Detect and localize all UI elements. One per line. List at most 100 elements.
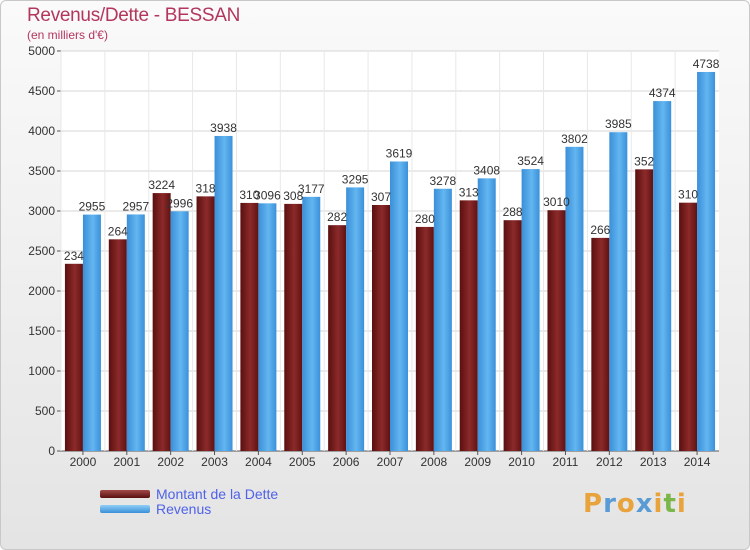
y-tick-label: 3500 xyxy=(28,164,55,178)
data-label-debt: 280 xyxy=(415,212,435,226)
legend-swatch-debt xyxy=(100,489,150,498)
logo-letter: r xyxy=(603,489,617,519)
bar-debt xyxy=(284,203,303,451)
bar-debt xyxy=(415,226,434,451)
y-tick-label: 3000 xyxy=(28,204,55,218)
data-label-revenue: 3619 xyxy=(386,146,413,160)
data-label-debt: 313 xyxy=(459,185,479,199)
y-tick-label: 2500 xyxy=(28,244,55,258)
x-tick-label: 2006 xyxy=(333,455,360,469)
bar-revenue xyxy=(126,214,145,451)
x-tick-label: 2011 xyxy=(553,455,579,469)
y-tick-label: 4500 xyxy=(28,84,55,98)
x-tick-label: 2000 xyxy=(70,455,97,469)
chart-subtitle: (en milliers d'€) xyxy=(27,28,108,42)
legend-swatch-revenue xyxy=(100,504,150,513)
logo-letter: t xyxy=(663,489,677,519)
bar-revenue xyxy=(521,169,540,451)
data-label-revenue: 3802 xyxy=(561,132,588,146)
bar-revenue xyxy=(653,101,672,451)
y-tick-label: 5000 xyxy=(28,44,55,58)
data-label-revenue: 3096 xyxy=(254,188,281,202)
data-label-revenue: 3278 xyxy=(430,174,457,188)
data-label-revenue: 2955 xyxy=(79,200,106,214)
data-label-debt: 282 xyxy=(327,210,347,224)
bar-debt xyxy=(240,202,259,451)
bar-debt xyxy=(503,220,522,451)
y-tick-label: 2000 xyxy=(28,284,55,298)
logo-letter: i xyxy=(653,489,664,519)
data-label-revenue: 4738 xyxy=(693,57,720,71)
legend-label-debt: Montant de la Dette xyxy=(156,485,279,502)
logo-letter: P xyxy=(583,489,604,519)
data-label-revenue: 3408 xyxy=(473,163,500,177)
data-label-debt: 288 xyxy=(503,205,523,219)
y-tick-label: 500 xyxy=(35,404,55,418)
data-label-revenue: 2996 xyxy=(166,196,193,210)
bar-revenue xyxy=(82,214,101,451)
x-tick-label: 2014 xyxy=(684,455,711,469)
x-tick-label: 2009 xyxy=(464,455,491,469)
data-label-debt: 318 xyxy=(196,181,216,195)
x-tick-label: 2012 xyxy=(596,455,623,469)
data-label-revenue: 3524 xyxy=(517,154,544,168)
data-label-debt: 234 xyxy=(64,249,84,263)
data-label-debt: 3224 xyxy=(148,178,175,192)
y-tick-label: 1500 xyxy=(28,324,55,338)
bar-revenue xyxy=(477,178,496,452)
y-tick-label: 4000 xyxy=(28,124,55,138)
y-tick-label: 1000 xyxy=(28,364,55,378)
legend-item-revenue: Revenus xyxy=(100,500,278,517)
logo-letter: x xyxy=(635,489,654,519)
data-label-revenue: 3295 xyxy=(342,172,369,186)
bar-revenue xyxy=(214,135,233,451)
chart-title: Revenus/Dette - BESSAN xyxy=(27,5,241,26)
data-label-debt: 352 xyxy=(634,154,654,168)
data-label-debt: 310 xyxy=(678,188,698,202)
bar-revenue xyxy=(697,71,716,452)
x-tick-label: 2005 xyxy=(289,455,316,469)
data-label-debt: 310 xyxy=(239,188,259,202)
x-tick-label: 2003 xyxy=(201,455,228,469)
bar-revenue xyxy=(258,203,277,451)
logo-letter: o xyxy=(616,489,636,519)
data-label-revenue: 3177 xyxy=(298,182,325,196)
data-label-revenue: 3985 xyxy=(605,117,632,131)
legend-label-revenue: Revenus xyxy=(156,500,212,517)
logo-letter: i xyxy=(676,489,687,519)
data-label-debt: 308 xyxy=(283,189,303,203)
bar-revenue xyxy=(302,196,321,451)
bar-revenue xyxy=(390,161,408,452)
x-tick-label: 2007 xyxy=(377,455,404,469)
bar-revenue xyxy=(609,132,628,451)
data-label-revenue: 2957 xyxy=(122,199,149,213)
y-tick-label: 0 xyxy=(48,444,55,458)
bar-debt xyxy=(635,169,654,451)
x-tick-label: 2004 xyxy=(245,455,272,469)
data-label-debt: 264 xyxy=(108,224,128,238)
data-label-revenue: 4374 xyxy=(649,86,676,100)
x-tick-label: 2002 xyxy=(157,455,184,469)
data-label-revenue: 3938 xyxy=(210,121,237,135)
legend: Montant de la Dette Revenus xyxy=(100,485,279,517)
bar-debt xyxy=(459,200,478,451)
bar-revenue xyxy=(346,187,365,451)
bar-revenue xyxy=(170,211,189,451)
bar-debt xyxy=(591,237,610,451)
data-label-debt: 266 xyxy=(590,223,610,237)
bar-debt xyxy=(152,193,171,451)
bar-debt xyxy=(547,210,566,451)
x-tick-label: 2001 xyxy=(113,455,140,469)
bar-debt xyxy=(328,225,347,451)
bar-revenue xyxy=(433,188,452,451)
bar-debt xyxy=(196,196,215,451)
bar-revenue xyxy=(565,146,584,451)
proxiti-logo: Proxiti xyxy=(583,489,687,519)
bar-debt xyxy=(108,239,127,451)
bar-debt xyxy=(372,205,390,451)
x-tick-label: 2008 xyxy=(421,455,448,469)
x-tick-label: 2013 xyxy=(640,455,667,469)
x-tick-label: 2010 xyxy=(508,455,535,469)
data-label-debt: 307 xyxy=(371,190,391,204)
